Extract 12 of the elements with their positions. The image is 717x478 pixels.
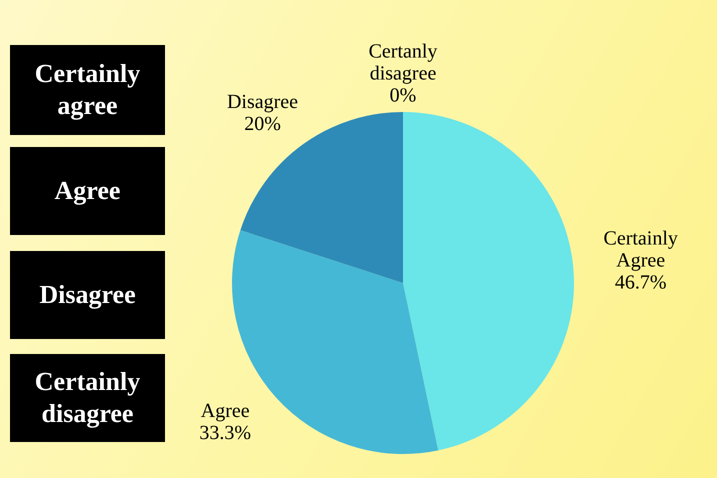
text: Agree (10, 147, 165, 235)
text: Certainly disagree (10, 354, 165, 442)
slice-label: Certainly Agree (604, 228, 678, 272)
data-label: 33.3% (199, 422, 252, 444)
slice-label: Disagree (226, 91, 298, 114)
data-label: 20% (244, 113, 281, 136)
text: 0% (390, 84, 416, 106)
data-label: 46.7% (614, 272, 667, 294)
category-label: Certanly disagree (368, 40, 438, 84)
slice-label: Agree (200, 400, 250, 422)
text: Certainly agree (10, 45, 165, 135)
text: Disagree (10, 251, 165, 339)
